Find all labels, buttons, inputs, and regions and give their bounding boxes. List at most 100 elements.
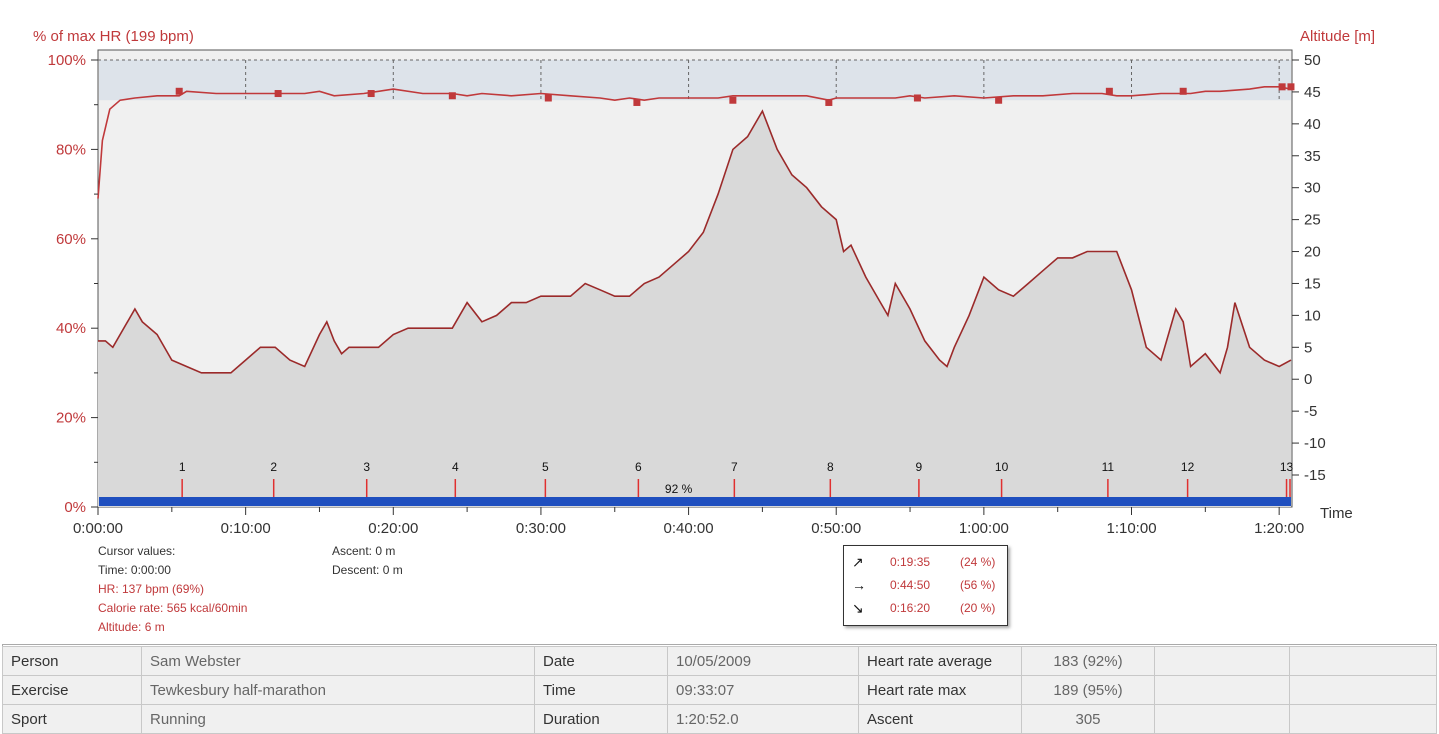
right-tick-label: 10 xyxy=(1304,307,1321,324)
time-tick-label: 0:30:00 xyxy=(516,520,566,537)
right-tick-label: 20 xyxy=(1304,244,1321,261)
altitude-line xyxy=(98,109,1292,375)
duration-value: 1:20:52.0 xyxy=(667,704,859,734)
hr-max-label: Heart rate max xyxy=(858,675,1022,705)
slope-summary-box: ↗ 0:19:35 (24 %) → 0:44:50 (56 %) ↘ 0:16… xyxy=(843,545,1008,626)
person-value: Sam Webster xyxy=(141,646,535,676)
time-tick-label: 0:10:00 xyxy=(221,520,271,537)
right-tick-label: 15 xyxy=(1304,275,1321,292)
hr-avg-value: 183 (92%) xyxy=(1021,646,1155,676)
right-tick-label: 35 xyxy=(1304,148,1321,165)
plot-area[interactable]: 92 %1 2 3 4 5 6 7 8 9 10 11 12 13 xyxy=(97,49,1295,508)
ascent-value: Ascent: 0 m xyxy=(332,544,396,558)
descent-value: Descent: 0 m xyxy=(332,563,403,577)
lap-label: 4 xyxy=(452,460,459,474)
left-tick-label: 60% xyxy=(56,231,86,248)
duration-label: Duration xyxy=(534,704,668,734)
left-tick-label: 40% xyxy=(56,320,86,337)
hr-avg-label: Heart rate average xyxy=(858,646,1022,676)
arrow-right-icon: → xyxy=(852,577,866,593)
zone-bar-label: 92 % xyxy=(665,482,693,496)
right-axis-title: Altitude [m] xyxy=(1300,28,1375,45)
lap-label: 13 xyxy=(1280,460,1294,474)
cursor-values: Cursor values: Time: 0:00:00 HR: 137 bpm… xyxy=(98,542,247,637)
cursor-time: Time: 0:00:00 xyxy=(98,563,171,577)
altitude-area xyxy=(98,111,1291,507)
left-tick-label: 100% xyxy=(48,52,86,69)
time-tick-label: 0:50:00 xyxy=(811,520,861,537)
downhill-time: 0:16:20 xyxy=(890,601,931,615)
right-tick-label: -5 xyxy=(1304,403,1317,420)
hr-lap-marker xyxy=(1105,87,1113,95)
empty-cell xyxy=(1154,704,1290,734)
hr-max-value: 189 (95%) xyxy=(1021,675,1155,705)
cursor-title: Cursor values: xyxy=(98,544,176,558)
hr-lap-marker xyxy=(448,92,456,100)
arrow-up-right-icon: ↗ xyxy=(852,554,864,570)
left-tick-label: 20% xyxy=(56,410,86,427)
lap-label: 3 xyxy=(363,460,370,474)
empty-cell xyxy=(1289,704,1437,734)
left-tick-label: 0% xyxy=(64,499,86,516)
right-tick-label: 5 xyxy=(1304,339,1312,356)
hr-lap-marker xyxy=(367,90,375,98)
hr-lap-marker xyxy=(175,87,183,95)
exercise-info-table: Person Sam Webster Date 10/05/2009 Heart… xyxy=(2,646,1437,734)
left-axis-title: % of max HR (199 bpm) xyxy=(33,28,194,45)
table-row: Sport Running Duration 1:20:52.0 Ascent … xyxy=(2,704,1437,734)
time-axis: 0:00:00 0:10:00 0:20:00 0:30:00 0:40:00 0:50:… xyxy=(73,507,1304,537)
hr-lap-marker xyxy=(995,96,1003,104)
time-tick-label: 1:00:00 xyxy=(959,520,1009,537)
uphill-row: ↗ 0:19:35 (24 %) xyxy=(844,551,1007,573)
lap-label: 12 xyxy=(1181,460,1195,474)
hr-line xyxy=(97,86,1292,199)
exercise-value: Tewkesbury half-marathon xyxy=(141,675,535,705)
uphill-percent: (24 %) xyxy=(960,555,996,569)
time-value: 09:33:07 xyxy=(667,675,859,705)
lap-label: 9 xyxy=(916,460,923,474)
right-tick-label: -15 xyxy=(1304,467,1326,484)
right-tick-label: 25 xyxy=(1304,212,1321,229)
empty-cell xyxy=(1289,675,1437,705)
right-tick-label: -10 xyxy=(1304,435,1326,452)
table-row: Exercise Tewkesbury half-marathon Time 0… xyxy=(2,675,1437,705)
hr-lap-marker xyxy=(544,94,552,102)
time-tick-label: 0:00:00 xyxy=(73,520,123,537)
exercise-label: Exercise xyxy=(2,675,142,705)
empty-cell xyxy=(1154,646,1290,676)
hr-lap-marker xyxy=(1287,83,1295,91)
ascent-total-value: 305 xyxy=(1021,704,1155,734)
hr-altitude-chart[interactable]: % of max HR (199 bpm) Altitude [m] Time … xyxy=(0,0,1439,640)
empty-cell xyxy=(1289,646,1437,676)
person-label: Person xyxy=(2,646,142,676)
zone-bar xyxy=(99,497,1291,506)
lap-label: 2 xyxy=(270,460,277,474)
sport-value: Running xyxy=(141,704,535,734)
flat-time: 0:44:50 xyxy=(890,578,931,592)
hr-lap-marker xyxy=(633,98,641,106)
flat-percent: (56 %) xyxy=(960,578,996,592)
lap-label: 10 xyxy=(995,460,1009,474)
empty-cell xyxy=(1154,675,1290,705)
right-tick-label: 30 xyxy=(1304,180,1321,197)
ascent-descent: Ascent: 0 m Descent: 0 m xyxy=(332,542,403,580)
lap-label: 5 xyxy=(542,460,549,474)
right-tick-label: 45 xyxy=(1304,84,1321,101)
lap-label: 1 xyxy=(179,460,186,474)
time-tick-label: 1:10:00 xyxy=(1106,520,1156,537)
right-tick-label: 40 xyxy=(1304,116,1321,133)
hr-lap-marker xyxy=(1179,87,1187,95)
left-tick-label: 80% xyxy=(56,141,86,158)
cursor-hr: HR: 137 bpm (69%) xyxy=(98,582,205,596)
date-label: Date xyxy=(534,646,668,676)
uphill-time: 0:19:35 xyxy=(890,555,931,569)
left-axis: 0% 20% 40% 60% 80% 100% xyxy=(48,52,98,516)
sport-label: Sport xyxy=(2,704,142,734)
hr-lap-marker xyxy=(913,94,921,102)
lap-label: 8 xyxy=(827,460,834,474)
ascent-label: Ascent xyxy=(858,704,1022,734)
time-tick-label: 0:20:00 xyxy=(368,520,418,537)
lap-label: 6 xyxy=(635,460,642,474)
hr-lap-marker xyxy=(729,96,737,104)
downhill-row: ↘ 0:16:20 (20 %) xyxy=(844,597,1007,619)
